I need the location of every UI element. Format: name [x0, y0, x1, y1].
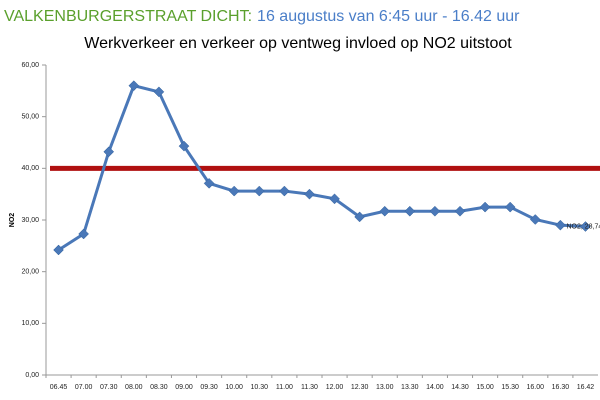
- point: [580, 221, 591, 232]
- series-line: [57, 83, 586, 252]
- x-tick-label: 12.30: [351, 384, 369, 391]
- point: [128, 80, 140, 92]
- point: [429, 205, 441, 217]
- point: [529, 214, 541, 225]
- x-tick-label: 07.30: [100, 384, 118, 391]
- x-tick-label: 10.00: [225, 384, 243, 391]
- chart-title: VALKENBURGERSTRAAT DICHT: 16 augustus van…: [4, 8, 520, 25]
- x-tick-label: 10.30: [251, 384, 269, 391]
- x-tick-label: 13.00: [376, 384, 394, 391]
- x-tick-label: 16.42: [577, 384, 595, 391]
- title-main: VALKENBURGERSTRAAT DICHT:: [4, 8, 252, 25]
- point: [253, 185, 265, 197]
- x-tick-label: 15.00: [476, 384, 494, 391]
- y-tick-label: 10,00: [21, 320, 39, 327]
- y-tick-label: 30,00: [21, 217, 39, 224]
- x-tick-label: 16.30: [552, 384, 570, 391]
- x-tick-label: 06.45: [50, 384, 68, 391]
- data-label: NO2; 28,74: [566, 223, 600, 230]
- point: [504, 201, 516, 213]
- y-tick-label: 0,00: [25, 372, 39, 379]
- point: [329, 193, 340, 205]
- x-tick-label: 08.30: [150, 384, 168, 391]
- point: [78, 228, 89, 240]
- point: [555, 219, 566, 231]
- x-tick-label: 13.30: [401, 384, 419, 391]
- point: [178, 140, 190, 152]
- point: [454, 205, 466, 217]
- chart-subtitle: Werkverkeer en verkeer op ventweg invloe…: [84, 35, 512, 52]
- point: [203, 177, 215, 189]
- x-tick-label: 16.00: [527, 384, 545, 391]
- title-detail: 16 augustus van 6:45 uur - 16.42 uur: [257, 8, 520, 25]
- x-tick-label: 09.00: [175, 384, 193, 391]
- point: [103, 146, 115, 158]
- point: [228, 185, 240, 197]
- y-axis-label: NO2: [9, 213, 16, 228]
- x-tick-label: 11.30: [301, 384, 318, 391]
- y-tick-label: 50,00: [21, 114, 39, 121]
- point: [279, 185, 290, 197]
- x-tick-label: 07.00: [75, 384, 93, 391]
- x-tick-label: 15.30: [501, 384, 519, 391]
- x-tick-label: 12.00: [326, 384, 344, 391]
- point: [379, 205, 391, 217]
- point: [479, 201, 491, 213]
- x-tick-label: 08.00: [125, 384, 143, 391]
- point: [304, 188, 315, 200]
- point: [404, 205, 416, 217]
- y-tick-label: 20,00: [21, 269, 39, 276]
- y-tick-label: 40,00: [21, 165, 39, 172]
- y-tick-label: 60,00: [21, 62, 39, 69]
- point: [53, 244, 64, 256]
- point: [153, 86, 165, 98]
- x-tick-label: 14.00: [426, 384, 444, 391]
- point: [354, 211, 365, 223]
- x-tick-label: 14.30: [451, 384, 469, 391]
- x-tick-label: 11.00: [276, 384, 293, 391]
- x-tick-label: 09.30: [200, 384, 218, 391]
